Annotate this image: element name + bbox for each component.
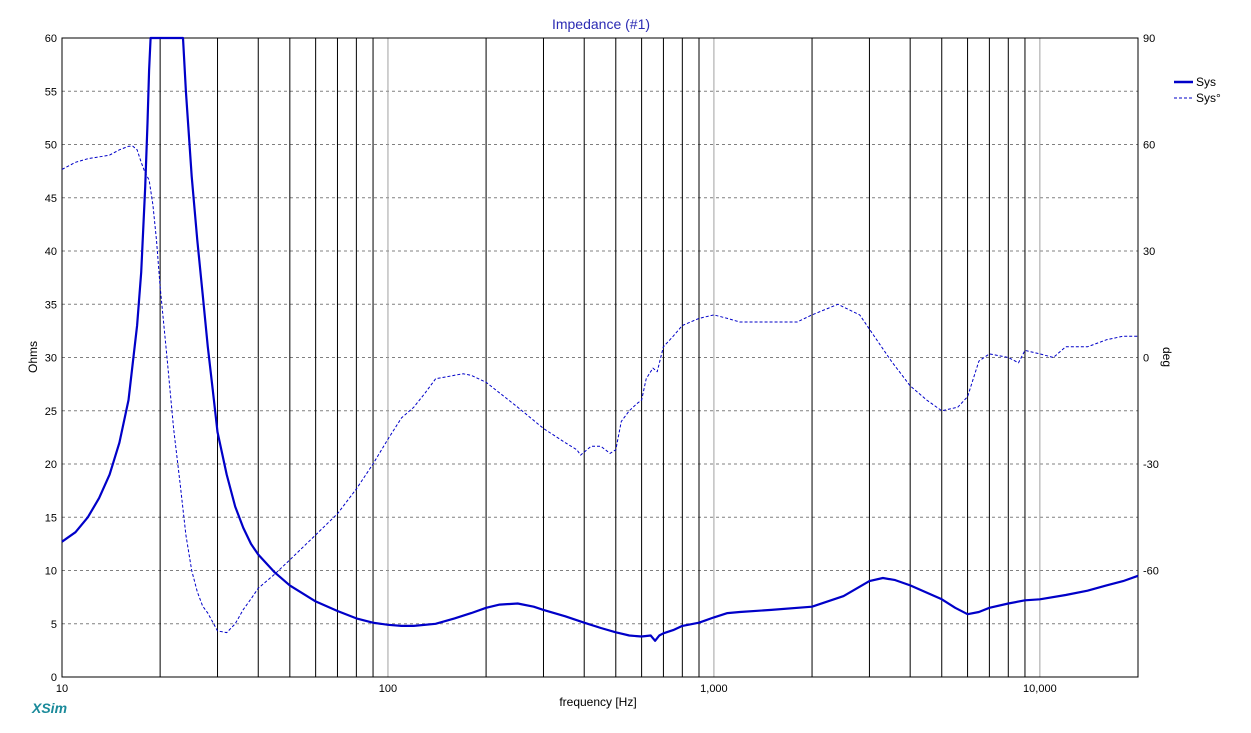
y2-tick-label: 0: [1143, 353, 1149, 365]
y2-tick-label: 60: [1143, 140, 1155, 152]
plot-frame: [61, 37, 1139, 678]
y-tick-label: 40: [45, 246, 57, 258]
y-tick-label: 45: [45, 193, 57, 205]
y-tick-label: 60: [45, 33, 57, 45]
y2-tick-label: -60: [1143, 566, 1159, 578]
x-tick-label: 10: [56, 683, 68, 695]
series-sys-phase-line: [61, 145, 1138, 634]
x-axis-title: frequency [Hz]: [559, 695, 636, 709]
y2-tick-label: 30: [1143, 246, 1155, 258]
x-tick-label: 100: [379, 683, 397, 695]
y-tick-label: 25: [45, 406, 57, 418]
y2-axis-title: deg: [1160, 347, 1174, 367]
ticks-layer: 0 5 10 15 20 25 30 35 40 45 50 55 60 90 60 30 0 -30 -60 10 1…: [45, 33, 1159, 695]
y2-tick-label: 90: [1143, 33, 1155, 45]
y-tick-label: 10: [45, 566, 57, 578]
y-axis-title: Ohms: [26, 341, 40, 373]
y-tick-label: 30: [45, 353, 57, 365]
y-tick-label: 55: [45, 86, 57, 98]
series-layer: [61, 36, 1139, 642]
y-tick-label: 15: [45, 512, 57, 524]
series-sys-magnitude-line: [61, 36, 1139, 642]
y-tick-label: 5: [51, 619, 57, 631]
y-tick-label: 20: [45, 459, 57, 471]
grid-layer: [62, 38, 1138, 677]
x-tick-label: 1,000: [700, 683, 728, 695]
xsim-logo: XSim: [31, 700, 67, 716]
legend-label-sys-phase: Sys°: [1196, 91, 1221, 105]
y-tick-label: 35: [45, 299, 57, 311]
legend: Sys Sys°: [1174, 75, 1221, 105]
legend-label-sys: Sys: [1196, 75, 1216, 89]
y2-tick-label: -30: [1143, 459, 1159, 471]
chart-title: Impedance (#1): [552, 16, 650, 32]
y-tick-label: 50: [45, 140, 57, 152]
y-tick-label: 0: [51, 672, 57, 684]
x-tick-label: 10,000: [1023, 683, 1057, 695]
